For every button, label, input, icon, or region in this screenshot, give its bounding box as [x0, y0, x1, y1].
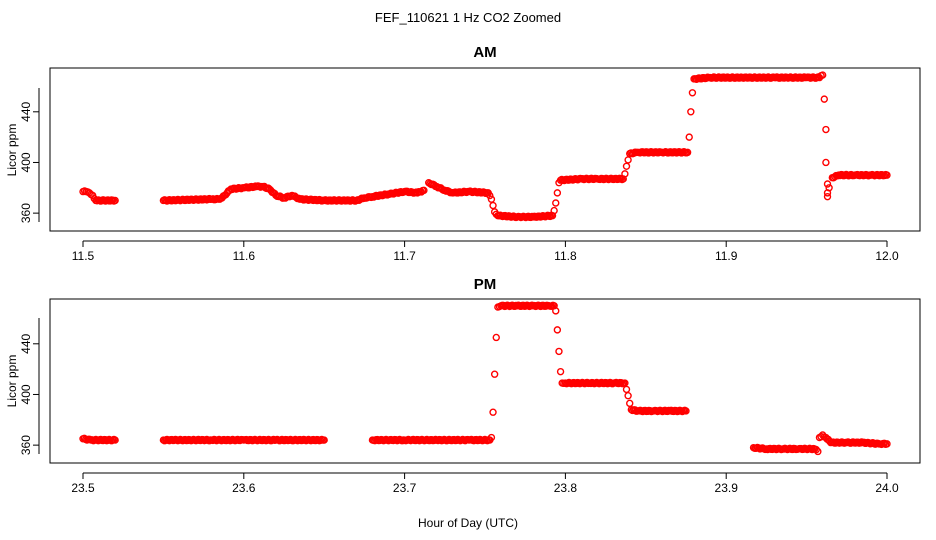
- am-x-tick-label: 11.5: [72, 249, 95, 263]
- am-data-point: [552, 199, 560, 207]
- pm-data-point: [812, 445, 820, 454]
- am-data-point: [550, 206, 558, 215]
- pm-y-tick-label: 360: [19, 435, 33, 455]
- am-data-points: [79, 71, 891, 222]
- pm-plot-frame: [49, 298, 921, 464]
- pm-data-point: [492, 333, 500, 342]
- am-plot-frame: [49, 67, 921, 232]
- am-data-point: [622, 162, 631, 170]
- pm-data-point: [621, 379, 629, 387]
- pm-x-tick-label: 23.7: [393, 481, 417, 495]
- pm-x-tick-label: 23.6: [232, 481, 256, 495]
- pm-data-point: [626, 399, 634, 408]
- pm-data-point: [814, 447, 822, 456]
- pm-data-point: [817, 432, 825, 441]
- am-data-point: [820, 95, 828, 103]
- pm-data-point: [622, 385, 631, 394]
- am-x-axis: 11.5 11.6 11.7 11.8 11.9 12.0: [72, 240, 899, 263]
- x-axis-label: Hour of Day (UTC): [418, 516, 518, 530]
- am-data-point: [818, 71, 827, 79]
- am-data-point: [823, 192, 832, 201]
- am-data-point: [688, 89, 697, 97]
- pm-data-point: [487, 433, 496, 442]
- am-data-point: [685, 133, 693, 141]
- am-data-point: [687, 108, 695, 116]
- am-data-point: [111, 196, 119, 205]
- am-data-point: [489, 201, 497, 210]
- pm-y-tick-label: 440: [19, 333, 33, 353]
- pm-y-tick-label: 400: [19, 384, 33, 404]
- pm-x-tick-label: 24.0: [875, 481, 899, 495]
- am-y-axis: 360 400 440: [19, 88, 40, 223]
- am-data-point: [683, 148, 692, 157]
- am-data-point: [621, 170, 629, 178]
- am-y-axis-label: Licor ppm: [5, 124, 19, 177]
- am-x-tick-label: 12.0: [875, 249, 899, 263]
- pm-data-point: [682, 407, 690, 415]
- pm-x-axis: 23.5 23.6 23.7 23.8 23.9 24.0: [71, 472, 899, 495]
- am-y-tick-label: 400: [19, 152, 33, 172]
- am-panel-title: AM: [473, 44, 496, 61]
- pm-panel-title: PM: [474, 276, 497, 293]
- am-y-tick-label: 440: [19, 101, 33, 121]
- pm-y-axis: 360 400 440: [19, 318, 40, 455]
- am-y-tick-label: 360: [19, 203, 33, 223]
- pm-data-point: [553, 326, 562, 334]
- am-data-point: [822, 158, 830, 167]
- pm-data-point: [624, 392, 632, 400]
- am-data-point: [486, 191, 494, 200]
- am-x-tick-label: 11.8: [554, 249, 577, 263]
- pm-data-point: [883, 440, 891, 448]
- figure-title: FEF_110621 1 Hz CO2 Zoomed: [375, 10, 561, 25]
- am-panel: AM Licor ppm 11.5 11.6 11.7 11.8 11.9 12.0 36…: [5, 44, 921, 263]
- am-data-point: [883, 171, 891, 179]
- am-data-point: [553, 189, 562, 197]
- am-x-tick-label: 11.9: [715, 249, 738, 263]
- pm-x-tick-label: 23.5: [71, 481, 95, 495]
- pm-data-point: [490, 370, 499, 378]
- pm-x-tick-label: 23.8: [554, 481, 578, 495]
- pm-data-point: [556, 367, 565, 376]
- pm-y-axis-label: Licor ppm: [5, 355, 19, 408]
- am-x-tick-label: 11.6: [233, 249, 256, 263]
- am-x-tick-label: 11.7: [393, 249, 416, 263]
- am-data-point: [822, 125, 830, 134]
- pm-data-point: [489, 408, 497, 416]
- pm-panel: PM Licor ppm 23.5 23.6 23.7 23.8 23.9 24.0 36…: [5, 276, 921, 495]
- pm-data-point: [111, 436, 119, 444]
- pm-data-point: [320, 436, 328, 444]
- pm-data-point: [555, 347, 563, 356]
- am-data-point: [825, 184, 833, 192]
- am-data-point: [823, 180, 832, 188]
- am-data-point: [420, 186, 428, 195]
- pm-data-point: [552, 307, 560, 315]
- am-data-point: [624, 156, 632, 164]
- pm-x-tick-label: 23.9: [715, 481, 739, 495]
- pm-data-points: [79, 301, 891, 456]
- am-data-point: [487, 195, 496, 203]
